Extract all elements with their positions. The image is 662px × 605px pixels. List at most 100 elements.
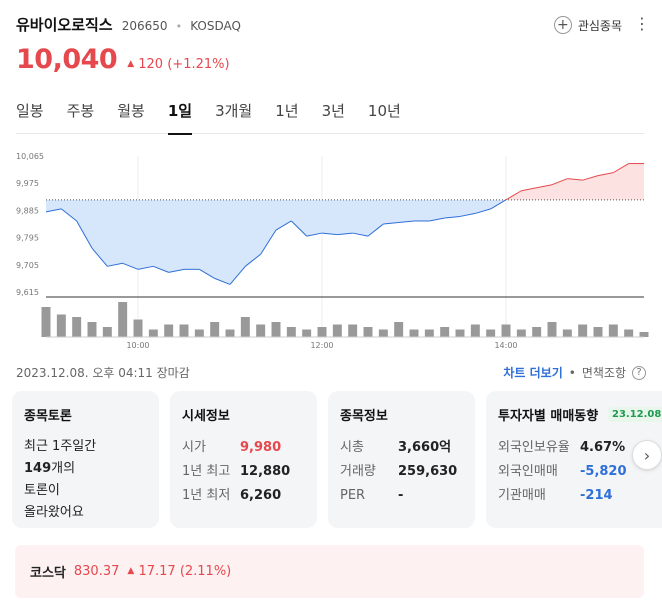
series-segment [214,277,231,285]
tab-month-candle[interactable]: 월봉 [117,102,145,120]
investor-row: 기관매매 -214 [498,484,662,508]
volume-bar [455,329,465,337]
y-tick-label: 9,705 [16,261,39,270]
info-cards: 종목토론 최근 1주일간 149개의 토론이 올라왔어요 시세정보 시가 9,98… [12,391,662,529]
series-segment [45,208,62,213]
disclaimer-link[interactable]: 면책조항 [581,366,626,380]
y-tick-label: 9,975 [16,179,39,188]
card-title: 종목토론 [24,409,72,424]
card-investor[interactable]: 투자자별 매매동향 23.12.08 외국인보유율 4.67% 외국인매매 -5,8… [486,391,662,528]
chevron-right-icon[interactable]: › [632,440,662,470]
series-segment [168,268,185,273]
volume-bar [271,322,281,337]
tab-3year[interactable]: 3년 [321,102,345,120]
forum-unit: 개의 [51,461,76,476]
up-area [46,163,644,200]
series-segment [613,163,629,174]
card-quote[interactable]: 시세정보 시가 9,980 1년 최고 12,880 1년 최저 6,260 [170,391,317,528]
series-segment [383,221,399,225]
info-row: PER - [340,484,463,508]
row-label: 거래량 [340,464,376,479]
volume-bar [470,324,480,337]
series-segment [597,172,614,177]
volume-bar [486,329,496,337]
more-chart-link[interactable]: 차트 더보기 [503,366,563,380]
row-label: 1년 최저 [182,488,231,503]
volume-bar [148,329,158,337]
quote-row: 1년 최저 6,260 [182,484,305,508]
series-segment [367,223,384,237]
card-title: 시세정보 [182,409,230,424]
market-index-bar[interactable]: 코스닥 830.37 ▲ 17.17 (2.11%) [15,545,644,598]
tab-day-candle[interactable]: 일봉 [16,102,44,120]
volume-bar [378,329,388,337]
series-segment [91,247,108,267]
index-change-value: 17.17 [138,564,176,579]
tab-10year[interactable]: 10년 [367,102,401,120]
intraday-chart[interactable]: 10,065 9,975 9,885 9,795 9,705 9,615 10:00 12:0… [0,140,662,355]
volume-bar [516,329,526,337]
series-segment [199,268,215,279]
volume-bar [179,324,189,337]
series-segment [536,184,553,189]
series-segment [260,229,277,255]
series-segment [229,265,246,285]
quote-row: 시가 9,980 [182,436,305,460]
forum-line: 149개의 [24,458,147,480]
card-info[interactable]: 종목정보 시총 3,660억 거래량 259,630 PER - [328,391,475,528]
volume-bar [608,324,618,337]
volume-bar [240,317,250,337]
series-segment [444,215,461,219]
volume-bar [317,327,327,337]
series-segment [137,265,154,270]
info-row: 거래량 259,630 [340,460,463,484]
tab-3month[interactable]: 3개월 [215,102,253,120]
volume-bar [532,327,542,337]
tab-week-candle[interactable]: 주봉 [66,102,95,120]
series-segment [122,262,139,270]
series-segment [429,217,445,222]
volume-bar [501,324,511,337]
series-segment [153,265,169,273]
row-label: 시가 [182,440,206,455]
series-segment [567,178,583,181]
row-label: 시총 [340,440,364,455]
card-forum[interactable]: 종목토론 최근 1주일간 149개의 토론이 올라왔어요 [12,391,159,528]
favorite-label: 관심종목 [577,18,622,33]
series-segment [306,232,323,237]
more-vert-icon[interactable]: ⋮ [634,14,650,33]
y-tick-label: 9,615 [16,288,39,297]
volume-bar [256,324,266,337]
stock-name[interactable]: 유바이오로직스 [16,16,113,34]
investor-row: 외국인보유율 4.67% [498,436,662,460]
plus-icon: + [553,16,572,34]
price-change-value: 120 [138,57,164,72]
volume-bar [348,324,358,337]
volume-bar [164,324,174,337]
forum-line: 올라왔어요 [24,505,84,520]
tab-1day[interactable]: 1일 [167,100,193,135]
row-value: -5,820 [580,464,627,479]
index-change: ▲ 17.17 (2.11%) [127,564,231,579]
series-segment [107,262,123,267]
volume-bar [72,317,82,337]
row-value: 259,630 [398,464,458,479]
forum-line: 최근 1주일간 [24,439,97,454]
row-value: - [398,488,404,503]
y-tick-label: 9,795 [16,234,39,243]
forum-count: 149 [24,461,52,476]
series-segment [582,175,599,181]
tab-1year[interactable]: 1년 [275,102,299,120]
info-icon[interactable]: ? [632,365,646,380]
x-tick-label: 12:00 [310,341,333,350]
up-arrow-icon: ▲ [127,566,135,576]
series-segment [76,220,93,249]
volume-bar [624,329,634,337]
volume-bar [56,314,66,337]
volume-bar [562,329,572,337]
add-favorite-button[interactable]: + 관심종목 [553,16,622,34]
volume-bar [102,327,112,337]
volume-bar [593,327,603,337]
row-value: 9,980 [240,440,282,455]
volume-bar [133,319,143,337]
